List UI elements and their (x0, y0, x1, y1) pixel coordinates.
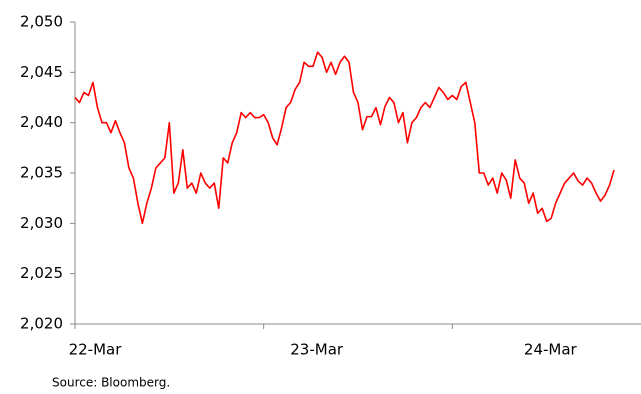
y-tick-label: 2,050 (20, 13, 63, 31)
y-tick-label: 2,020 (20, 315, 63, 333)
y-tick-label: 2,045 (20, 63, 63, 81)
x-tick-label: 24-Mar (524, 341, 578, 359)
y-tick-label: 2,030 (20, 214, 63, 232)
y-tick-label: 2,025 (20, 264, 63, 282)
line-series (74, 51, 615, 225)
y-tick-label: 2,040 (20, 113, 63, 131)
y-tick-label: 2,035 (20, 164, 63, 182)
x-tick-label: 23-Mar (290, 341, 344, 359)
x-tick-label: 22-Mar (69, 341, 123, 359)
source-note: Source: Bloomberg. (52, 376, 170, 390)
